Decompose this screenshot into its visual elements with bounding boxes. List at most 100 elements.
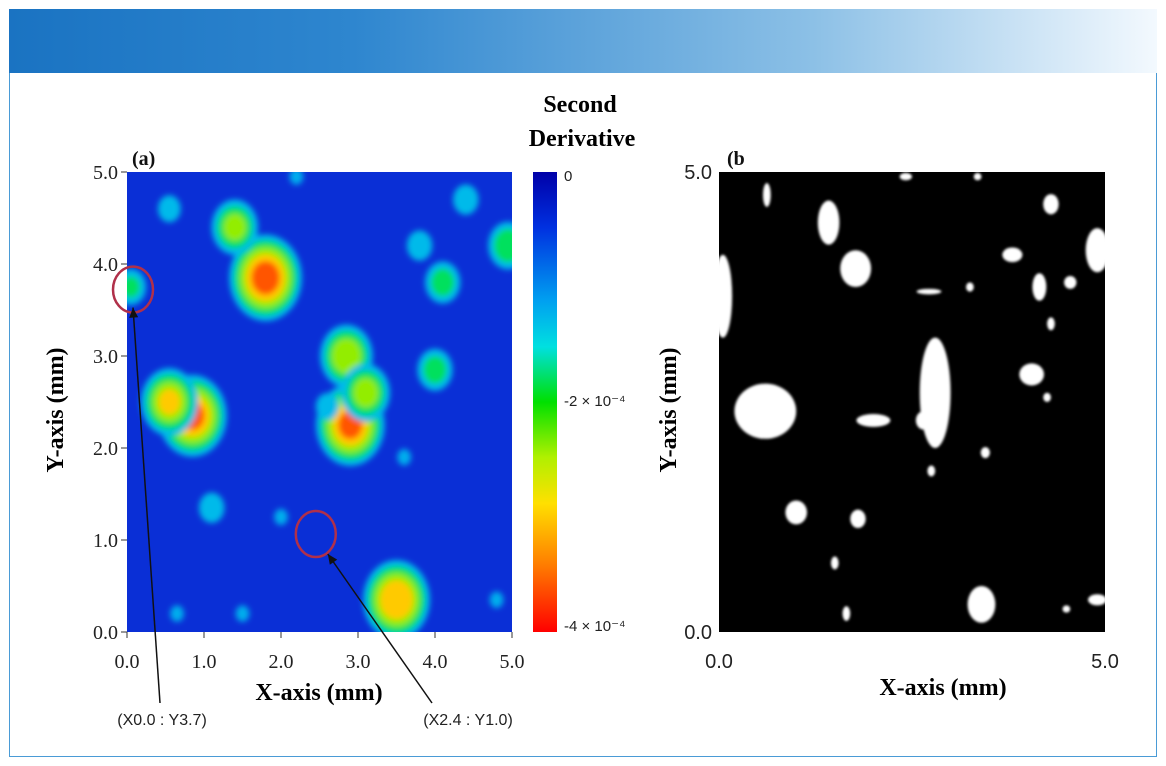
- binary-region: [928, 433, 935, 445]
- hotspot-contour: [170, 605, 184, 622]
- x-tick-label: 0.0: [705, 651, 733, 673]
- hotspot: [140, 368, 198, 436]
- y-ticks-a: 0.0 1.0 2.0 3.0 4.0 5.0: [93, 162, 127, 644]
- binary-region: [856, 413, 891, 427]
- binary-region: [1062, 605, 1071, 613]
- hotspot-contour: [489, 591, 504, 608]
- hotspot-contour: [453, 184, 479, 215]
- hotspot-contour: [494, 228, 512, 263]
- binary-region: [785, 500, 808, 525]
- hotspot-contour: [127, 276, 140, 298]
- annotations-a: (X0.0 : Y3.7) (X2.4 : Y1.0): [111, 265, 513, 729]
- hotspot: [406, 230, 433, 261]
- x-tick-label: 0.0: [115, 651, 140, 673]
- hotspot-contour: [235, 605, 250, 622]
- y-tick-label: 1.0: [93, 530, 118, 552]
- hotspot: [341, 363, 390, 422]
- binary-region: [927, 465, 936, 477]
- hotspot-contour: [198, 492, 225, 523]
- annotation-label: (X2.4 : Y1.0): [423, 712, 513, 729]
- hotspot: [274, 508, 288, 526]
- binary-region: [1064, 275, 1077, 289]
- binary-region: [830, 556, 839, 570]
- y-axis-label-b: Y-axis (mm): [656, 347, 682, 472]
- panel-b-label: (b: [727, 148, 745, 170]
- x-tick-label: 3.0: [346, 651, 371, 673]
- hotspot-contour: [251, 261, 280, 295]
- header-banner: [9, 9, 1157, 73]
- colorbar-ticks: 0 -2 × 10⁻⁴ -4 × 10⁻⁴: [564, 168, 625, 635]
- hotspot-contour: [331, 338, 362, 374]
- y-tick-label: 3.0: [93, 346, 118, 368]
- annotation-arrow: [327, 553, 433, 704]
- x-tick-label: 1.0: [192, 651, 217, 673]
- binary-region: [980, 447, 990, 459]
- heatmap-a-hotspots: [127, 172, 512, 632]
- colorbar-tick-label: -4 × 10⁻⁴: [564, 618, 625, 635]
- hotspot-contour: [157, 195, 181, 223]
- hotspot-contour: [431, 268, 455, 297]
- binary-region: [919, 337, 951, 448]
- x-axis-label-b: X-axis (mm): [879, 675, 1006, 701]
- binary-region: [1043, 392, 1051, 402]
- binary-region: [719, 254, 733, 338]
- hotspot: [363, 560, 430, 632]
- hotspot: [211, 199, 259, 255]
- annotation-arrow: [132, 307, 161, 704]
- hotspot-contour: [223, 213, 246, 241]
- binary-region: [1088, 594, 1105, 606]
- x-ticks-a: 0.0 1.0 2.0 3.0 4.0 5.0: [115, 632, 525, 673]
- y-tick-label: 5.0: [684, 162, 712, 184]
- binary-region: [967, 586, 996, 623]
- hotspot-contour: [379, 580, 414, 620]
- binary-region: [1043, 194, 1059, 215]
- hotspot: [170, 605, 184, 622]
- colorbar-title-line2: Derivative: [529, 126, 636, 152]
- hotspot-contour: [406, 230, 433, 261]
- y-tick-label: 4.0: [93, 254, 118, 276]
- colorbar-title-line1: Second: [543, 92, 617, 118]
- hotspot-contour: [315, 393, 339, 421]
- hotspot: [229, 234, 302, 322]
- binary-region: [734, 383, 797, 439]
- hotspot: [289, 172, 304, 185]
- hotspot: [488, 221, 512, 270]
- y-tick-label: 5.0: [93, 162, 118, 184]
- annotation-label: (X0.0 : Y3.7): [117, 712, 207, 729]
- hotspot: [127, 268, 147, 306]
- hotspot: [397, 449, 412, 466]
- y-tick-label: 0.0: [93, 622, 118, 644]
- binary-region: [973, 172, 982, 181]
- hotspot: [425, 261, 461, 304]
- hotspot: [157, 195, 181, 223]
- panel-a-label: (a): [132, 148, 155, 170]
- y-axis-label-a: Y-axis (mm): [43, 347, 69, 472]
- hotspot: [198, 492, 225, 523]
- binary-region: [966, 282, 974, 292]
- binary-region: [1032, 273, 1047, 301]
- x-tick-label: 5.0: [500, 651, 525, 673]
- binary-region: [763, 183, 771, 207]
- y-ticks-b: 0.0 5.0: [684, 162, 712, 644]
- hotspot-contour: [353, 378, 379, 408]
- binary-region: [840, 250, 872, 287]
- hotspot-contour: [423, 355, 447, 384]
- binary-region: [1047, 317, 1055, 331]
- binary-region: [899, 172, 912, 181]
- hotspot: [453, 184, 479, 215]
- hotspot: [417, 348, 453, 391]
- x-tick-label: 5.0: [1091, 651, 1119, 673]
- panel-b: (b 0.0 5.0 0.0 5.0 X-axis (mm) Y-axis (mm): [656, 148, 1119, 701]
- y-tick-label: 2.0: [93, 438, 118, 460]
- x-axis-label-a: X-axis (mm): [255, 680, 382, 706]
- content-frame: [9, 73, 1157, 757]
- binary-region: [850, 509, 866, 529]
- binary-region: [1002, 247, 1023, 263]
- binary-region: [817, 200, 840, 245]
- x-ticks-b: 0.0 5.0: [705, 651, 1119, 673]
- x-tick-label: 4.0: [423, 651, 448, 673]
- hotspot: [489, 591, 504, 608]
- hotspot-contour: [274, 508, 288, 526]
- x-tick-label: 2.0: [269, 651, 294, 673]
- annotation-circle: [294, 509, 338, 559]
